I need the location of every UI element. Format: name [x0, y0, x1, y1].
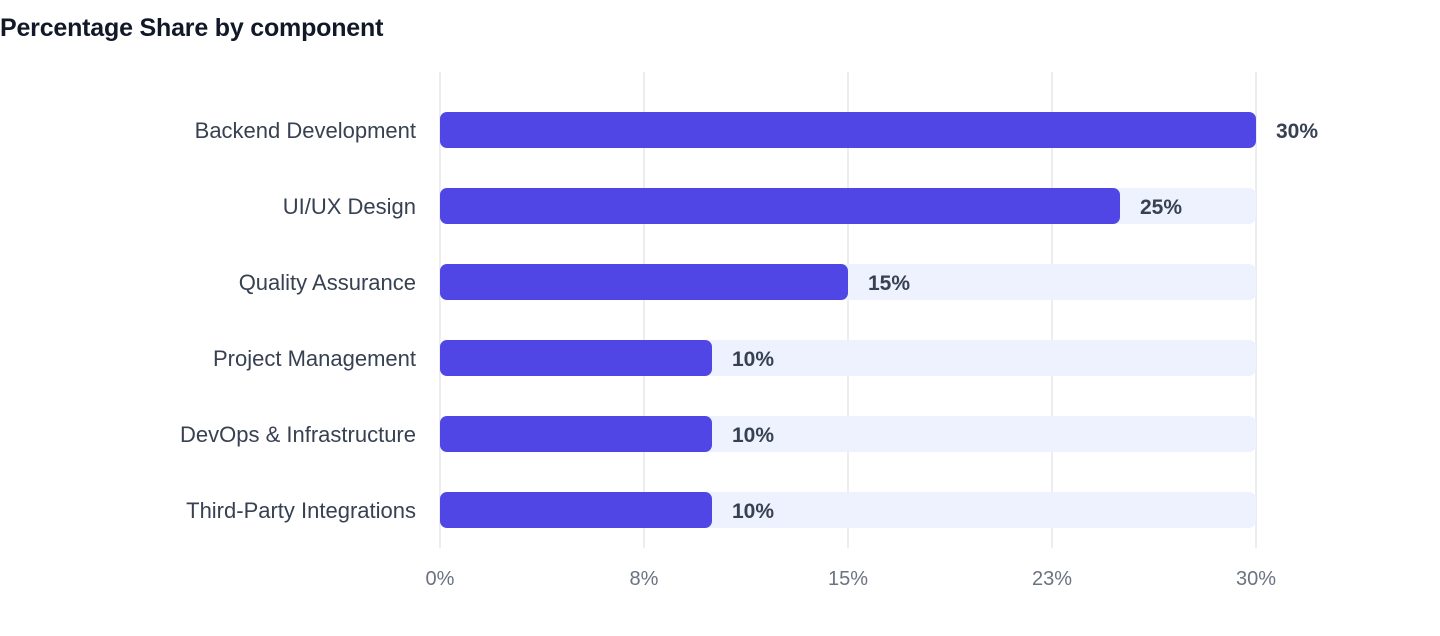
- category-label: Third-Party Integrations: [186, 498, 416, 523]
- value-label: 10%: [732, 424, 774, 447]
- x-tick-label: 0%: [426, 568, 455, 590]
- bar: [440, 416, 712, 452]
- category-label: Backend Development: [195, 118, 416, 143]
- chart-title: Percentage Share by component: [0, 14, 384, 42]
- bar: [440, 492, 712, 528]
- x-tick-label: 15%: [828, 568, 868, 590]
- gridlines: [439, 72, 1257, 548]
- bar: [440, 340, 712, 376]
- value-label: 15%: [868, 272, 910, 295]
- value-label: 30%: [1276, 120, 1318, 143]
- category-label: Project Management: [213, 346, 416, 371]
- value-labels: 30% 25% 15% 10% 10% 10%: [732, 120, 1318, 523]
- value-label: 10%: [732, 348, 774, 371]
- value-label: 10%: [732, 500, 774, 523]
- bar: [440, 264, 848, 300]
- category-label: UI/UX Design: [283, 194, 416, 219]
- category-label: DevOps & Infrastructure: [180, 422, 416, 447]
- bars: [440, 112, 1256, 528]
- x-axis-tick-labels: 0% 8% 15% 23% 30%: [426, 568, 1277, 590]
- value-label: 25%: [1140, 196, 1182, 219]
- category-label: Quality Assurance: [239, 270, 416, 295]
- x-tick-label: 30%: [1236, 568, 1276, 590]
- bar: [440, 112, 1256, 148]
- bar: [440, 188, 1120, 224]
- x-tick-label: 23%: [1032, 568, 1072, 590]
- category-labels: Backend Development UI/UX Design Quality A…: [180, 118, 416, 523]
- x-tick-label: 8%: [630, 568, 659, 590]
